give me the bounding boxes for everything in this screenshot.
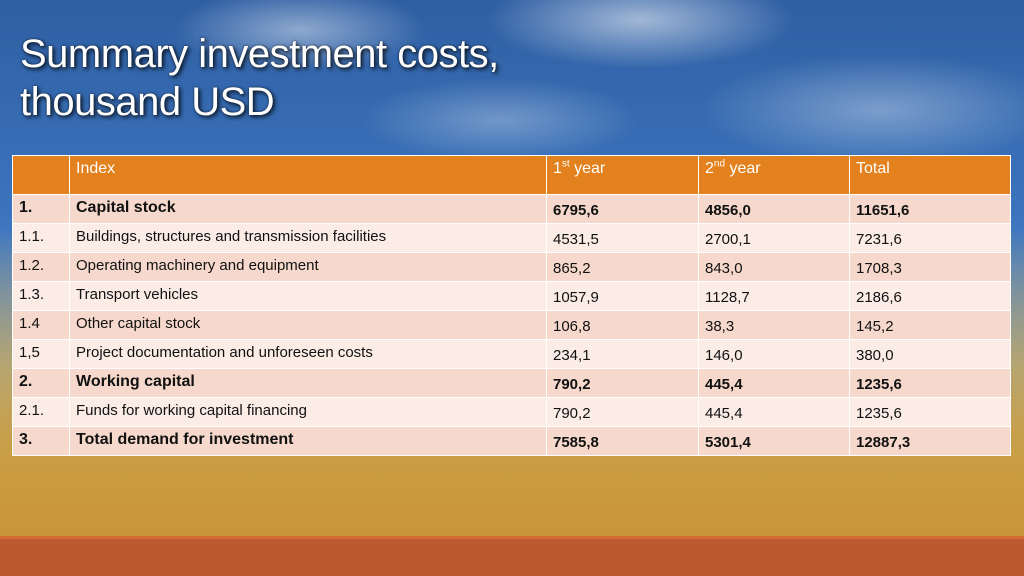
row-number: 1. <box>12 194 70 224</box>
row-total-value: 380,0 <box>849 339 1011 369</box>
row-year-2-value: 5301,4 <box>698 426 850 456</box>
row-label: Buildings, structures and transmission f… <box>69 223 547 253</box>
row-year-1-value: 6795,6 <box>546 194 699 224</box>
table-header-row: Index 1st year 2nd year Total <box>12 155 1011 195</box>
row-label: Total demand for investment <box>69 426 547 456</box>
row-label: Operating machinery and equipment <box>69 252 547 282</box>
row-year-1-value: 1057,9 <box>546 281 699 311</box>
row-number: 1,5 <box>12 339 70 369</box>
row-year-1-value: 790,2 <box>546 368 699 398</box>
row-year-1-value: 865,2 <box>546 252 699 282</box>
table-row: 2.1. Funds for working capital financing 7… <box>12 397 1011 427</box>
header-total: Total <box>849 155 1011 195</box>
row-year-2-value: 38,3 <box>698 310 850 340</box>
row-label: Project documentation and unforeseen cos… <box>69 339 547 369</box>
row-total-value: 145,2 <box>849 310 1011 340</box>
row-year-2-value: 843,0 <box>698 252 850 282</box>
row-year-1-value: 234,1 <box>546 339 699 369</box>
row-year-2-value: 2700,1 <box>698 223 850 253</box>
row-year-2-value: 445,4 <box>698 397 850 427</box>
row-label: Working capital <box>69 368 547 398</box>
row-label: Funds for working capital financing <box>69 397 547 427</box>
row-year-2-value: 445,4 <box>698 368 850 398</box>
header-year-1: 1st year <box>546 155 699 195</box>
row-total-value: 1235,6 <box>849 397 1011 427</box>
table-row: 2. Working capital 790,2 445,4 1235,6 <box>12 368 1011 398</box>
row-number: 2. <box>12 368 70 398</box>
table-body: 1. Capital stock 6795,6 4856,0 11651,6 1.1. Bu… <box>12 194 1011 456</box>
header-index: Index <box>69 155 547 195</box>
row-year-1-value: 7585,8 <box>546 426 699 456</box>
row-year-2-value: 146,0 <box>698 339 850 369</box>
footer-bar <box>0 536 1024 576</box>
row-year-1-value: 4531,5 <box>546 223 699 253</box>
row-number: 1.4 <box>12 310 70 340</box>
header-number <box>12 155 70 195</box>
row-year-1-value: 106,8 <box>546 310 699 340</box>
slide-title-line-2: thousand USD <box>20 80 275 124</box>
row-total-value: 12887,3 <box>849 426 1011 456</box>
row-number: 3. <box>12 426 70 456</box>
slide-title: Summary investment costs, thousand USD <box>20 30 720 126</box>
table-row: 1.2. Operating machinery and equipment 865… <box>12 252 1011 282</box>
row-label: Other capital stock <box>69 310 547 340</box>
row-number: 1.2. <box>12 252 70 282</box>
row-label: Capital stock <box>69 194 547 224</box>
row-number: 1.1. <box>12 223 70 253</box>
investment-costs-table: Index 1st year 2nd year Total 1. Capital … <box>12 155 1011 456</box>
slide-title-line-1: Summary investment costs, <box>20 32 499 76</box>
row-year-2-value: 1128,7 <box>698 281 850 311</box>
row-number: 1.3. <box>12 281 70 311</box>
row-label: Transport vehicles <box>69 281 547 311</box>
row-total-value: 1708,3 <box>849 252 1011 282</box>
row-total-value: 11651,6 <box>849 194 1011 224</box>
table-row: 3. Total demand for investment 7585,8 5301,… <box>12 426 1011 456</box>
row-total-value: 1235,6 <box>849 368 1011 398</box>
table-row: 1.1. Buildings, structures and transmissi… <box>12 223 1011 253</box>
row-number: 2.1. <box>12 397 70 427</box>
row-year-2-value: 4856,0 <box>698 194 850 224</box>
row-total-value: 2186,6 <box>849 281 1011 311</box>
row-year-1-value: 790,2 <box>546 397 699 427</box>
table-row: 1,5 Project documentation and unforeseen … <box>12 339 1011 369</box>
table-row: 1. Capital stock 6795,6 4856,0 11651,6 <box>12 194 1011 224</box>
table-row: 1.4 Other capital stock 106,8 38,3 145,2 <box>12 310 1011 340</box>
header-year-2: 2nd year <box>698 155 850 195</box>
table-row: 1.3. Transport vehicles 1057,9 1128,7 2186,6 <box>12 281 1011 311</box>
row-total-value: 7231,6 <box>849 223 1011 253</box>
